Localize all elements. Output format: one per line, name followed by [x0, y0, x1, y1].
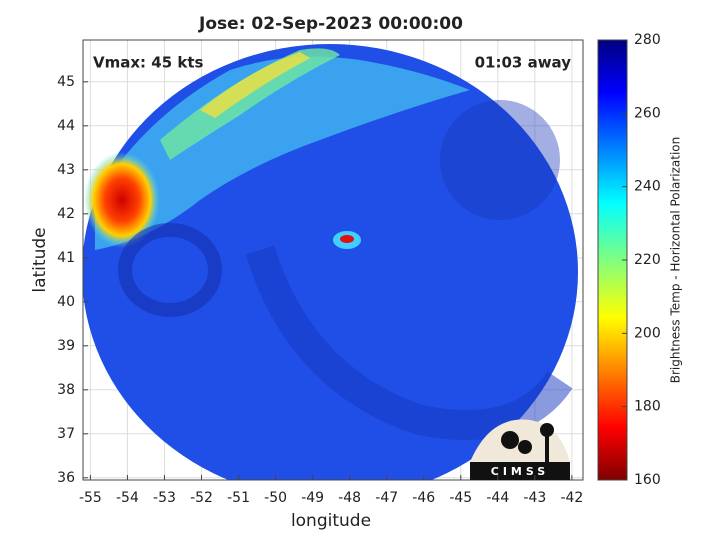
annotation: Vmax: 45 kts — [93, 54, 203, 72]
logo-text: CIMSS — [491, 465, 549, 478]
colorbar-label: Brightness Temp - Horizontal Polarizatio… — [669, 137, 683, 384]
y-tick-label: 42 — [57, 206, 75, 222]
x-tick-label: -50 — [264, 490, 287, 506]
y-tick-label: 45 — [57, 74, 75, 90]
logo: CIMSS — [470, 419, 570, 480]
y-tick-label: 39 — [57, 338, 75, 354]
x-tick-label: -42 — [560, 490, 583, 506]
x-tick-label: -47 — [375, 490, 398, 506]
colorbar-tick-label: 240 — [634, 179, 661, 195]
y-tick-label: 43 — [57, 162, 75, 178]
colorbar-tick-label: 260 — [634, 105, 661, 121]
x-axis-label: longitude — [291, 511, 371, 531]
y-axis-label: latitude — [30, 227, 50, 292]
x-tick-label: -46 — [412, 490, 435, 506]
satellite-image — [83, 44, 578, 480]
colorbar-tick-label: 160 — [634, 472, 661, 488]
x-tick-label: -51 — [227, 490, 250, 506]
x-tick-label: -44 — [486, 490, 509, 506]
y-tick-label: 44 — [57, 118, 75, 134]
y-tick-label: 41 — [57, 250, 75, 266]
x-tick-label: -53 — [153, 490, 176, 506]
y-tick-label: 40 — [57, 294, 75, 310]
colorbar-tick-label: 180 — [634, 399, 661, 415]
x-tick-label: -43 — [523, 490, 546, 506]
x-tick-label: -48 — [338, 490, 361, 506]
x-tick-label: -54 — [116, 490, 139, 506]
colorbar-tick-label: 200 — [634, 325, 661, 341]
x-tick-label: -45 — [449, 490, 472, 506]
annotation: 01:03 away — [475, 54, 572, 72]
x-tick-label: -52 — [190, 490, 213, 506]
plot-frame — [82, 39, 584, 481]
colorbar-tick-label: 220 — [634, 252, 661, 268]
chart-title: Jose: 02-Sep-2023 00:00:00 — [198, 14, 463, 34]
y-tick-label: 37 — [57, 426, 75, 442]
x-tick-label: -55 — [79, 490, 102, 506]
x-tick-label: -49 — [301, 490, 324, 506]
colorbar-tick-label: 280 — [634, 32, 661, 48]
y-tick-label: 38 — [57, 382, 75, 398]
y-tick-label: 36 — [57, 470, 75, 486]
